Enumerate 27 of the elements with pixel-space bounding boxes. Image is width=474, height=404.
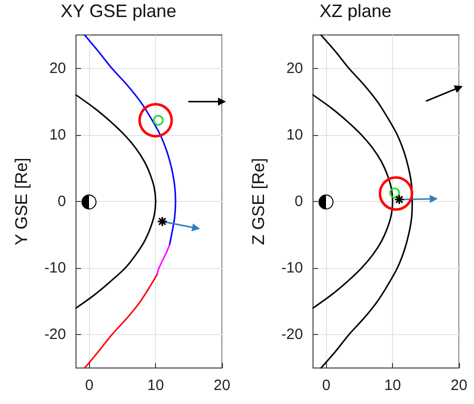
line-series bbox=[156, 244, 170, 276]
y-tick-label: 20 bbox=[49, 60, 66, 77]
y-tick-label: -10 bbox=[281, 260, 303, 277]
x-tick-label: 0 bbox=[85, 377, 94, 394]
y-axis-title: Z GSE [Re] bbox=[249, 158, 268, 245]
point bbox=[156, 216, 168, 227]
y-tick-label: -20 bbox=[44, 326, 66, 344]
y-tick-label: -10 bbox=[44, 260, 66, 277]
y-axis-title: Y GSE [Re] bbox=[12, 158, 31, 246]
x-tick-label: 10 bbox=[384, 377, 401, 394]
x-tick-label: 0 bbox=[322, 377, 330, 394]
line-series bbox=[84, 274, 158, 369]
line-series bbox=[84, 34, 176, 246]
y-tick-label: 0 bbox=[58, 193, 66, 210]
line-series bbox=[320, 34, 413, 369]
line-series bbox=[75, 94, 156, 309]
chart-title: XZ plane bbox=[319, 1, 392, 21]
y-tick-label: 10 bbox=[286, 126, 303, 144]
y-tick-label: 20 bbox=[286, 60, 303, 77]
x-tick-label: 10 bbox=[147, 377, 164, 394]
y-tick-label: -20 bbox=[281, 326, 303, 344]
x-tick-label: 20 bbox=[450, 377, 468, 394]
y-tick-label: 10 bbox=[49, 126, 66, 144]
chart-title: XY GSE plane bbox=[60, 1, 176, 21]
x-tick-label: 20 bbox=[214, 377, 230, 394]
point bbox=[394, 194, 405, 205]
y-tick-label: 0 bbox=[294, 193, 303, 210]
